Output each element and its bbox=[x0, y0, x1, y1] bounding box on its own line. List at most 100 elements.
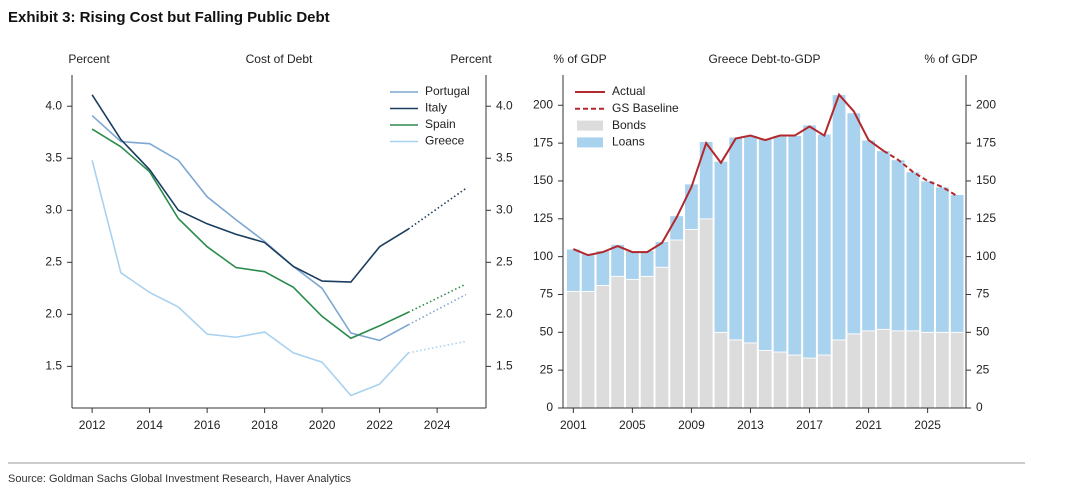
bar-segment bbox=[876, 328, 891, 409]
y-tick-label: 175 bbox=[533, 135, 553, 149]
bar-segment bbox=[758, 138, 773, 351]
legend-label: Loans bbox=[612, 135, 645, 149]
y2-tick-label: 0 bbox=[976, 400, 983, 414]
x-tick-label: 2016 bbox=[194, 418, 221, 432]
bar-segment bbox=[831, 339, 847, 409]
bar-segment bbox=[595, 250, 611, 286]
y-tick-label: 125 bbox=[533, 211, 553, 225]
bar-segment bbox=[595, 284, 611, 409]
legend-label: Actual bbox=[612, 84, 645, 98]
bar-segment bbox=[802, 124, 817, 359]
y-tick-label: 3.5 bbox=[45, 150, 62, 164]
forecast-line bbox=[408, 293, 467, 326]
bar-segment bbox=[861, 330, 876, 409]
bar-segment bbox=[743, 135, 758, 344]
bar-segment bbox=[758, 350, 773, 409]
bar-segment bbox=[949, 331, 965, 409]
y2-tick-label: 1.5 bbox=[496, 359, 513, 373]
bar-segment bbox=[654, 266, 670, 409]
bar-segment bbox=[713, 160, 729, 333]
legend-label: Portugal bbox=[425, 84, 470, 98]
bar-segment bbox=[713, 331, 729, 409]
y2-tick-label: 3.5 bbox=[496, 150, 513, 164]
bar-segment bbox=[566, 291, 581, 409]
y-tick-label: 0 bbox=[546, 400, 553, 414]
series-line bbox=[91, 128, 409, 340]
forecast-line bbox=[408, 283, 467, 313]
bar-segment bbox=[920, 331, 935, 409]
page-title: Exhibit 3: Rising Cost but Falling Publi… bbox=[8, 9, 330, 26]
legend-swatch bbox=[577, 137, 603, 148]
bar-segment bbox=[935, 186, 950, 333]
y-tick-label: 1.5 bbox=[45, 359, 62, 373]
y2-tick-label: 2.0 bbox=[496, 307, 513, 321]
y2-tick-label: 175 bbox=[976, 135, 996, 149]
legend-label: GS Baseline bbox=[612, 101, 679, 115]
x-tick-label: 2014 bbox=[136, 418, 163, 432]
bar-segment bbox=[639, 275, 655, 409]
y-axis-label: % of GDP bbox=[553, 52, 606, 66]
bar-segment bbox=[610, 244, 625, 277]
y2-tick-label: 100 bbox=[976, 249, 996, 263]
bar-segment bbox=[669, 239, 684, 409]
x-tick-label: 2012 bbox=[79, 418, 106, 432]
bar-segment bbox=[890, 330, 906, 409]
legend-swatch bbox=[577, 120, 603, 131]
bar-segment bbox=[743, 342, 758, 409]
bar-segment bbox=[905, 171, 921, 332]
y2-tick-label: 150 bbox=[976, 173, 996, 187]
chart-title: Cost of Debt bbox=[246, 52, 313, 66]
bar-segment bbox=[728, 339, 743, 409]
bar-segment bbox=[831, 94, 847, 341]
x-tick-label: 2009 bbox=[678, 418, 705, 432]
bar-segment bbox=[861, 139, 876, 332]
y-tick-label: 4.0 bbox=[45, 98, 62, 112]
bar-segment bbox=[699, 218, 714, 409]
bar-segment bbox=[772, 135, 788, 353]
bar-segment bbox=[876, 150, 891, 330]
x-tick-label: 2001 bbox=[560, 418, 587, 432]
series-line bbox=[91, 160, 409, 397]
x-tick-label: 2018 bbox=[251, 418, 278, 432]
x-tick-label: 2005 bbox=[619, 418, 646, 432]
source: Source: Goldman Sachs Global Investment … bbox=[8, 473, 351, 485]
series-line bbox=[572, 92, 884, 257]
x-tick-label: 2021 bbox=[855, 418, 882, 432]
bar-segment bbox=[920, 180, 935, 333]
bar-segment bbox=[787, 135, 802, 356]
bar-segment bbox=[610, 275, 625, 409]
x-tick-label: 2025 bbox=[914, 418, 941, 432]
y-tick-label: 100 bbox=[533, 249, 553, 263]
bar-segment bbox=[639, 250, 655, 277]
legend-label: Spain bbox=[425, 117, 456, 131]
bar-segment bbox=[846, 333, 861, 409]
bar-segment bbox=[772, 351, 788, 409]
y2-tick-label: 2.5 bbox=[496, 254, 513, 268]
legend-label: Italy bbox=[425, 101, 447, 115]
bar-segment bbox=[580, 253, 596, 292]
legend-label: Bonds bbox=[612, 118, 646, 132]
y-axis-label: Percent bbox=[68, 52, 110, 66]
y-tick-label: 2.0 bbox=[45, 307, 62, 321]
y-tick-label: 3.0 bbox=[45, 202, 62, 216]
bar-segment bbox=[684, 228, 699, 409]
bar-segment bbox=[890, 159, 906, 332]
bar-segment bbox=[949, 194, 965, 333]
y2-tick-label: 3.0 bbox=[496, 202, 513, 216]
series-line bbox=[91, 94, 409, 283]
legend-label: Greece bbox=[425, 134, 465, 148]
y-tick-label: 2.5 bbox=[45, 254, 62, 268]
series-line bbox=[882, 149, 958, 197]
bar-segment bbox=[728, 136, 743, 341]
bar-segment bbox=[684, 183, 699, 230]
bar-segment bbox=[580, 291, 596, 409]
bar-segment bbox=[699, 141, 714, 220]
y-tick-label: 50 bbox=[540, 324, 554, 338]
y2-tick-label: 50 bbox=[976, 324, 990, 338]
x-tick-label: 2024 bbox=[424, 418, 451, 432]
bar-segment bbox=[625, 250, 640, 280]
y2-axis-label: % of GDP bbox=[924, 52, 977, 66]
forecast-line bbox=[408, 340, 467, 354]
y-tick-label: 200 bbox=[533, 97, 553, 111]
